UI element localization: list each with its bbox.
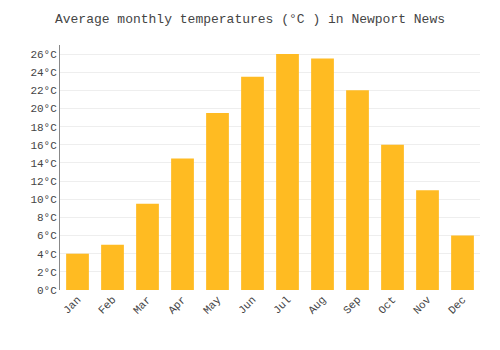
svg-text:Feb: Feb [96, 294, 118, 316]
svg-text:Aug: Aug [306, 294, 328, 316]
svg-text:Jan: Jan [61, 294, 83, 316]
svg-text:0°C: 0°C [37, 285, 57, 297]
svg-text:May: May [201, 294, 224, 317]
svg-text:20°C: 20°C [30, 103, 57, 115]
svg-text:16°C: 16°C [30, 140, 57, 152]
svg-text:6°C: 6°C [37, 230, 57, 242]
svg-text:Apr: Apr [166, 294, 188, 316]
svg-text:4°C: 4°C [37, 249, 57, 261]
svg-text:Dec: Dec [446, 294, 468, 316]
svg-text:Jun: Jun [236, 294, 258, 316]
svg-text:Oct: Oct [376, 294, 398, 316]
svg-text:22°C: 22°C [30, 85, 57, 97]
svg-text:26°C: 26°C [30, 49, 57, 61]
svg-text:Jul: Jul [271, 294, 293, 316]
svg-text:18°C: 18°C [30, 122, 57, 134]
svg-text:Mar: Mar [131, 294, 153, 316]
svg-text:Nov: Nov [411, 294, 434, 317]
svg-text:8°C: 8°C [37, 212, 57, 224]
svg-text:Sep: Sep [341, 294, 363, 316]
svg-text:Average monthly temperatures (: Average monthly temperatures (°C ) in Ne… [55, 12, 445, 27]
svg-text:10°C: 10°C [30, 194, 57, 206]
svg-text:12°C: 12°C [30, 176, 57, 188]
svg-text:14°C: 14°C [30, 158, 57, 170]
svg-text:24°C: 24°C [30, 67, 57, 79]
svg-text:2°C: 2°C [37, 267, 57, 279]
